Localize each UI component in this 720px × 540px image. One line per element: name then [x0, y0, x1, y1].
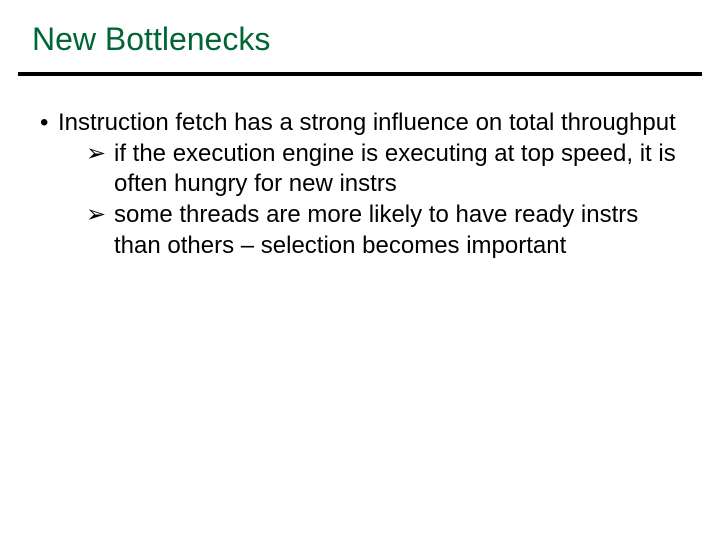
bullet-dot-icon: •	[40, 108, 58, 139]
arrow-bullet-icon: ➢	[86, 139, 114, 170]
bullet-level2: ➢ if the execution engine is executing a…	[86, 139, 680, 200]
slide: New Bottlenecks • Instruction fetch has …	[0, 0, 720, 540]
bullet-text: some threads are more likely to have rea…	[114, 200, 680, 261]
bullet-level2: ➢ some threads are more likely to have r…	[86, 200, 680, 261]
sub-bullet-group: ➢ if the execution engine is executing a…	[86, 139, 680, 262]
slide-body: • Instruction fetch has a strong influen…	[40, 108, 680, 262]
bullet-level1: • Instruction fetch has a strong influen…	[40, 108, 680, 139]
title-underline	[18, 72, 702, 76]
slide-title: New Bottlenecks	[32, 20, 270, 58]
bullet-text: if the execution engine is executing at …	[114, 139, 680, 200]
arrow-bullet-icon: ➢	[86, 200, 114, 231]
bullet-text: Instruction fetch has a strong influence…	[58, 108, 680, 139]
